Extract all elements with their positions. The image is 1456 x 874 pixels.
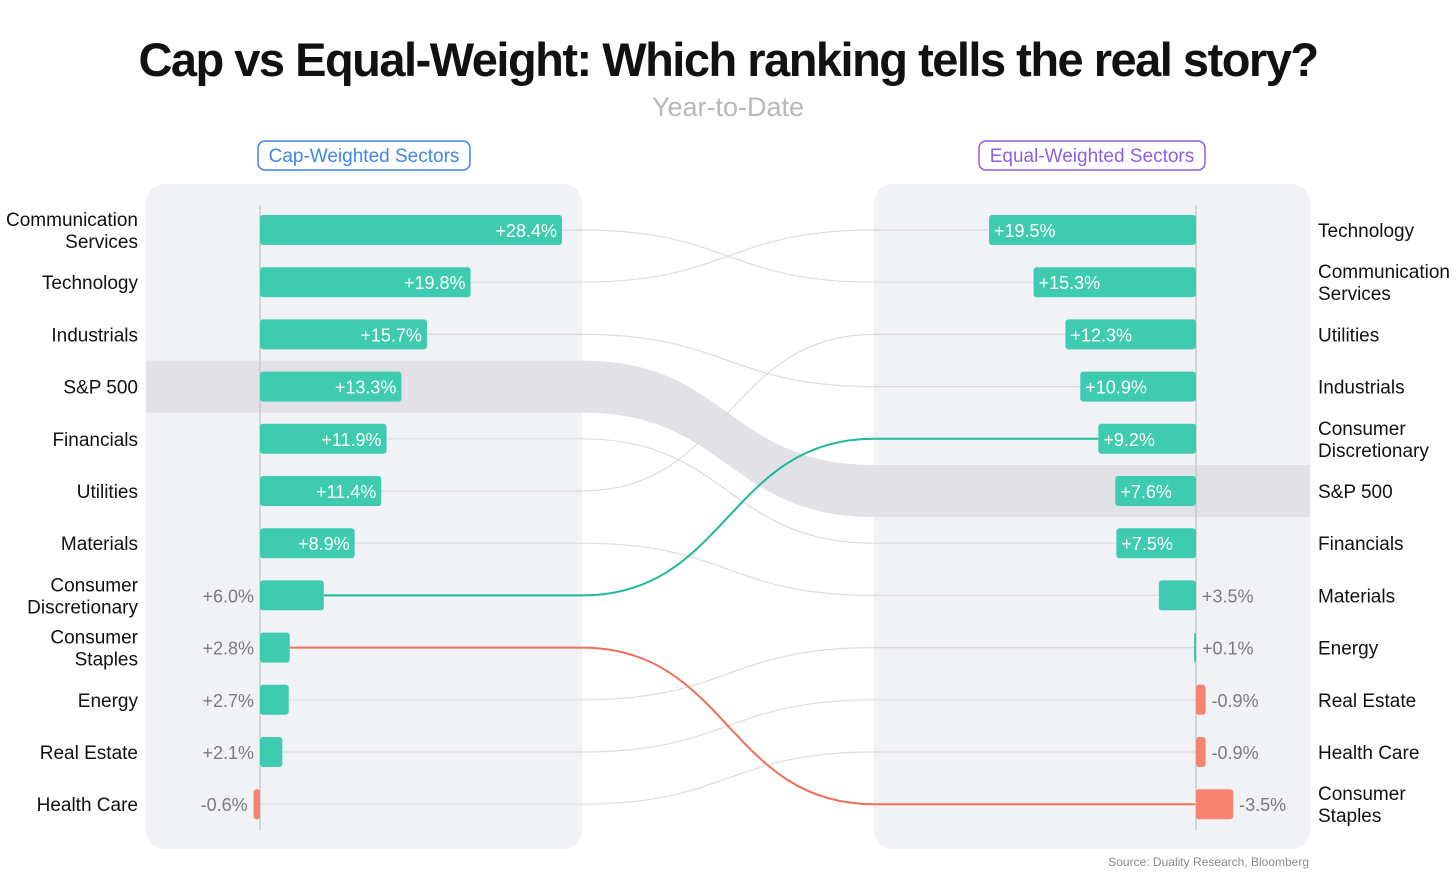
cap-value-sandp-500: +13.3% bbox=[335, 378, 397, 398]
label-layer: +28.4% Communication Services +19.8% Technol… bbox=[6, 210, 1450, 827]
cap-label-consumer-discretionary: Consumer Discretionary bbox=[27, 575, 139, 618]
equal-value-technology: +19.5% bbox=[994, 221, 1056, 241]
equal-label-technology: Technology bbox=[1318, 221, 1415, 242]
link-consumer-staples bbox=[289, 646, 1196, 806]
zero-axis-layer bbox=[259, 205, 1197, 830]
benchmark-band bbox=[146, 360, 1310, 517]
link-materials bbox=[354, 542, 1159, 596]
equal-label-financials: Financials bbox=[1318, 534, 1404, 555]
link-consumer-discretionary bbox=[323, 437, 1099, 597]
equal-label-consumer-staples: Consumer Staples bbox=[1318, 784, 1406, 827]
cap-bar-real-estate bbox=[260, 737, 283, 767]
equal-label-utilities: Utilities bbox=[1318, 325, 1379, 346]
cap-value-energy: +2.7% bbox=[202, 691, 254, 711]
cap-bar-industrials bbox=[260, 319, 427, 350]
equal-bar-consumer-discretionary bbox=[1098, 423, 1196, 454]
equal-label-real-estate: Real Estate bbox=[1318, 691, 1416, 712]
cap-value-health-care: -0.6% bbox=[201, 795, 248, 815]
cap-label-energy: Energy bbox=[78, 691, 139, 712]
equal-value-utilities: +12.3% bbox=[1070, 325, 1132, 345]
equal-bar-consumer-staples bbox=[1196, 789, 1234, 820]
rank-link-layer bbox=[260, 229, 1196, 806]
equal-label-communication-services: Communication Services bbox=[1318, 262, 1450, 305]
bar-layer bbox=[253, 215, 1234, 820]
cap-label-technology: Technology bbox=[42, 273, 139, 294]
equal-value-consumer-staples: -3.5% bbox=[1239, 795, 1286, 815]
equal-bar-materials bbox=[1158, 580, 1196, 611]
cap-value-materials: +8.9% bbox=[298, 534, 350, 554]
link-energy bbox=[288, 647, 1195, 701]
cap-bar-consumer-discretionary bbox=[260, 580, 324, 611]
equal-bar-energy bbox=[1194, 632, 1196, 663]
cap-panel-title: Cap-Weighted Sectors bbox=[269, 146, 460, 167]
cap-bar-sandp-500 bbox=[260, 371, 402, 402]
equal-value-materials: +3.5% bbox=[1202, 586, 1254, 606]
equal-label-industrials: Industrials bbox=[1318, 378, 1405, 399]
cap-value-industrials: +15.7% bbox=[360, 325, 422, 345]
cap-label-materials: Materials bbox=[61, 534, 138, 555]
equal-bar-sandp-500 bbox=[1115, 476, 1196, 506]
cap-label-financials: Financials bbox=[52, 430, 138, 451]
equal-value-communication-services: +15.3% bbox=[1039, 273, 1101, 293]
cap-title-badge: Cap-Weighted Sectors bbox=[257, 140, 471, 171]
cap-label-industrials: Industrials bbox=[51, 325, 138, 346]
cap-label-real-estate: Real Estate bbox=[40, 743, 138, 764]
cap-title-frame bbox=[257, 140, 471, 171]
cap-label-communication-services: Communication Services bbox=[6, 210, 138, 253]
cap-label-sandp-500: S&P 500 bbox=[63, 378, 138, 399]
cap-bar-materials bbox=[260, 528, 355, 559]
equal-value-industrials: +10.9% bbox=[1085, 378, 1147, 398]
cap-value-real-estate: +2.1% bbox=[202, 743, 254, 763]
cap-bar-financials bbox=[260, 423, 387, 454]
chart-subtitle: Year-to-Date bbox=[652, 92, 804, 122]
cap-bar-utilities bbox=[260, 476, 382, 506]
link-industrials bbox=[426, 333, 1081, 388]
equal-bar-real-estate bbox=[1196, 684, 1206, 715]
equal-label-health-care: Health Care bbox=[1318, 743, 1419, 764]
link-financials bbox=[386, 438, 1117, 544]
cap-label-consumer-staples: Consumer Staples bbox=[50, 628, 138, 671]
equal-bar-industrials bbox=[1080, 371, 1196, 402]
cap-bar-health-care bbox=[253, 789, 260, 820]
equal-value-energy: +0.1% bbox=[1202, 639, 1254, 659]
link-technology bbox=[470, 229, 989, 283]
link-health-care bbox=[260, 751, 1196, 805]
cap-label-health-care: Health Care bbox=[37, 795, 138, 816]
equal-label-energy: Energy bbox=[1318, 639, 1379, 660]
equal-panel-title: Equal-Weighted Sectors bbox=[990, 146, 1195, 167]
equal-title-frame bbox=[978, 140, 1206, 171]
cap-value-consumer-staples: +2.8% bbox=[202, 639, 254, 659]
equal-label-consumer-discretionary: Consumer Discretionary bbox=[1318, 419, 1429, 462]
equal-value-real-estate: -0.9% bbox=[1212, 691, 1259, 711]
equal-bar-communication-services bbox=[1033, 267, 1196, 298]
link-utilities bbox=[381, 333, 1066, 492]
cap-bar-technology bbox=[260, 267, 471, 298]
equal-label-materials: Materials bbox=[1318, 586, 1395, 607]
benchmark-band-layer bbox=[146, 360, 1310, 517]
cap-panel-background bbox=[146, 184, 582, 849]
cap-value-financials: +11.9% bbox=[321, 430, 381, 450]
equal-label-sandp-500: S&P 500 bbox=[1318, 482, 1393, 503]
cap-value-technology: +19.8% bbox=[404, 273, 466, 293]
equal-value-health-care: -0.9% bbox=[1212, 743, 1259, 763]
source-note: Source: Duality Research, Bloomberg bbox=[1108, 855, 1309, 869]
equal-value-sandp-500: +7.6% bbox=[1120, 482, 1172, 502]
cap-bar-consumer-staples bbox=[260, 632, 290, 663]
chart-title: Cap vs Equal-Weight: Which ranking tells… bbox=[138, 33, 1317, 86]
equal-bar-health-care bbox=[1196, 737, 1206, 767]
equal-bar-technology bbox=[989, 215, 1196, 245]
equal-bar-financials bbox=[1116, 528, 1196, 559]
cap-bar-communication-services bbox=[260, 215, 562, 245]
cap-bar-energy bbox=[260, 684, 289, 715]
cap-value-utilities: +11.4% bbox=[316, 482, 376, 502]
cap-value-consumer-discretionary: +6.0% bbox=[202, 586, 254, 606]
equal-bar-utilities bbox=[1065, 319, 1196, 350]
cap-label-utilities: Utilities bbox=[77, 482, 138, 503]
equal-title-badge: Equal-Weighted Sectors bbox=[978, 140, 1206, 171]
cap-value-communication-services: +28.4% bbox=[495, 221, 557, 241]
equal-value-consumer-discretionary: +9.2% bbox=[1103, 430, 1155, 450]
equal-value-financials: +7.5% bbox=[1121, 534, 1173, 554]
